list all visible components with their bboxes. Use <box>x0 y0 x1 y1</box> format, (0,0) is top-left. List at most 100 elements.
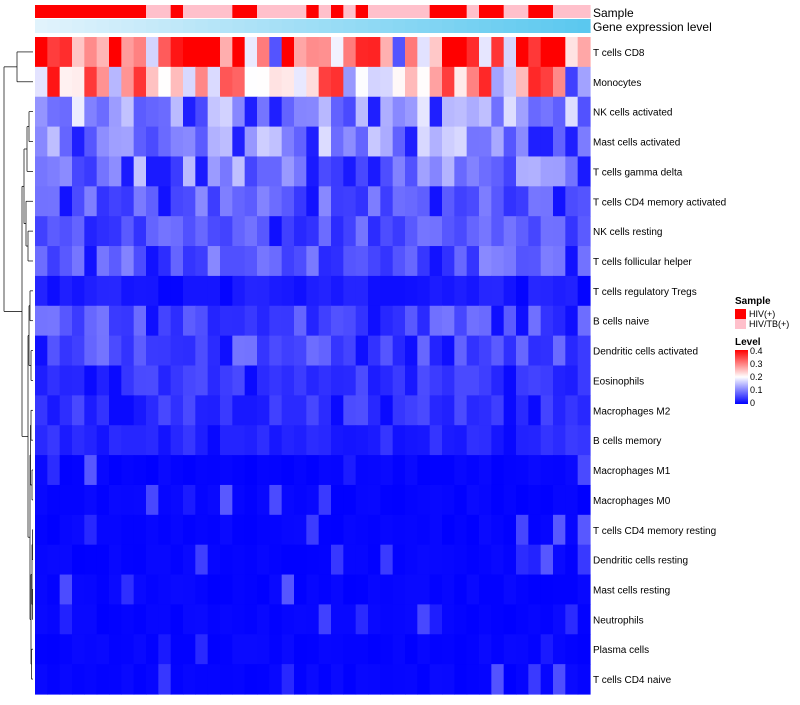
heatmap-cell <box>47 216 61 247</box>
heatmap-cell <box>540 365 554 396</box>
heatmap-cell <box>84 305 98 337</box>
heatmap-cell <box>269 574 283 606</box>
heatmap-cells <box>35 37 591 695</box>
gene-expression-annotation-cell <box>244 19 258 33</box>
heatmap-cell <box>565 514 579 546</box>
heatmap-cell <box>207 544 221 576</box>
heatmap-cell <box>417 455 431 486</box>
heatmap-cell <box>306 544 320 576</box>
heatmap-cell <box>479 425 492 456</box>
heatmap-cell <box>528 634 542 665</box>
heatmap-cell <box>368 604 381 635</box>
heatmap-cell <box>491 634 505 665</box>
heatmap-cell <box>417 305 431 337</box>
heatmap-cell <box>35 455 48 486</box>
heatmap-cell <box>244 484 258 516</box>
heatmap-cell <box>429 455 443 486</box>
heatmap-cell <box>380 664 394 695</box>
heatmap-cell <box>331 335 344 367</box>
heatmap-cell <box>368 305 381 337</box>
heatmap-cell <box>417 484 431 516</box>
gene-expression-annotation-cell <box>170 19 184 33</box>
heatmap-cell <box>355 96 369 128</box>
heatmap-cell <box>405 156 418 187</box>
heatmap-cell <box>96 216 110 247</box>
heatmap-cell <box>540 664 554 695</box>
heatmap-cell <box>355 604 369 635</box>
heatmap-cell <box>368 574 381 606</box>
heatmap-cell <box>183 484 196 516</box>
heatmap-cell <box>158 484 172 516</box>
heatmap-cell <box>84 156 98 187</box>
heatmap-cell <box>232 126 246 158</box>
heatmap-cell <box>368 335 381 367</box>
heatmap-cell <box>355 365 369 396</box>
heatmap-cell <box>47 156 61 187</box>
heatmap-cell <box>553 126 566 158</box>
heatmap-cell <box>577 514 591 546</box>
heatmap-cell <box>133 425 147 456</box>
heatmap-cell <box>392 37 406 68</box>
heatmap-cell <box>454 66 468 98</box>
heatmap-cell <box>183 305 196 337</box>
heatmap-cell <box>565 544 579 576</box>
heatmap-cell <box>232 96 246 128</box>
level-legend-tick-0.3: 0.3 <box>750 359 763 369</box>
gene-expression-annotation-cell <box>442 19 455 33</box>
heatmap-cell <box>220 604 233 635</box>
heatmap-cell <box>269 246 283 277</box>
heatmap-cell <box>170 305 184 337</box>
heatmap-cell <box>158 395 172 426</box>
heatmap-cell <box>207 305 221 337</box>
heatmap-cell <box>516 96 529 128</box>
heatmap-cell <box>516 634 529 665</box>
heatmap-cell <box>84 484 98 516</box>
heatmap-cell <box>318 514 332 546</box>
heatmap-cell <box>294 305 307 337</box>
heatmap-cell <box>380 37 394 68</box>
gene-expression-annotation-cell <box>220 19 233 33</box>
gene-expression-annotation-cell <box>577 19 591 33</box>
heatmap-cell <box>528 425 542 456</box>
heatmap-cell <box>220 365 233 396</box>
heatmap-cell <box>84 37 98 68</box>
heatmap-cell <box>294 514 307 546</box>
sample-legend-swatch-hiv <box>735 309 746 319</box>
heatmap-cell <box>479 66 492 98</box>
heatmap-cell <box>281 96 295 128</box>
gene-expression-annotation-cell <box>565 19 579 33</box>
heatmap-cell <box>232 574 246 606</box>
heatmap-cell <box>491 335 505 367</box>
heatmap-cell <box>257 66 270 98</box>
heatmap-cell <box>466 37 480 68</box>
heatmap-cell <box>244 514 258 546</box>
heatmap-cell <box>232 484 246 516</box>
heatmap-cell <box>417 664 431 695</box>
heatmap-cell <box>516 514 529 546</box>
heatmap-cell <box>281 664 295 695</box>
heatmap-cell <box>158 634 172 665</box>
heatmap-cell <box>528 156 542 187</box>
heatmap-cell <box>516 574 529 606</box>
heatmap-cell <box>503 455 517 486</box>
heatmap-cell <box>35 335 48 367</box>
heatmap-cell <box>133 574 147 606</box>
heatmap-cell <box>244 634 258 665</box>
heatmap-cell <box>565 66 579 98</box>
heatmap-cell <box>170 484 184 516</box>
heatmap-cell <box>244 365 258 396</box>
heatmap-cell <box>454 246 468 277</box>
heatmap-cell <box>565 425 579 456</box>
heatmap-cell <box>491 246 505 277</box>
heatmap-cell <box>577 126 591 158</box>
heatmap-cell <box>109 634 122 665</box>
heatmap-cell <box>121 96 135 128</box>
heatmap-cell <box>318 395 332 426</box>
heatmap-cell <box>355 305 369 337</box>
row-label: Plasma cells <box>593 645 649 656</box>
heatmap-cell <box>528 335 542 367</box>
heatmap-cell <box>503 126 517 158</box>
row-label: T cells CD4 memory activated <box>593 197 726 208</box>
heatmap-cell <box>380 156 394 187</box>
sample-annotation-cell <box>84 5 98 18</box>
